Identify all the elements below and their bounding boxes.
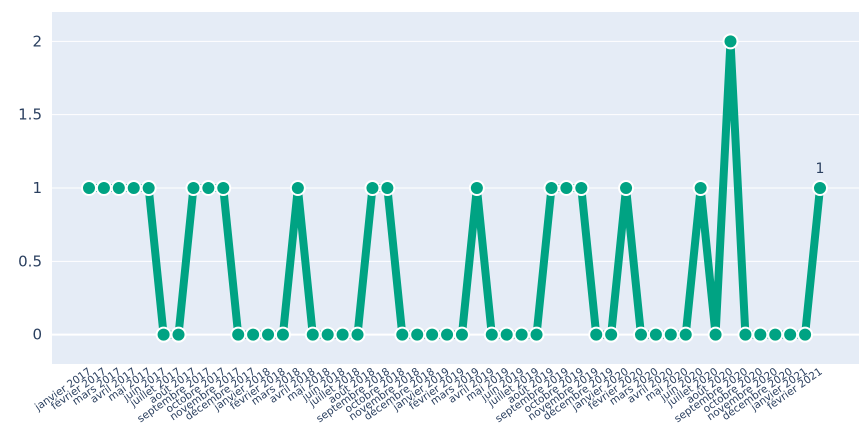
data-point [260,326,277,343]
data-point [364,180,381,196]
data-point [409,326,426,343]
data-point [767,326,784,343]
data-point [812,180,828,196]
data-point [483,326,500,343]
data-point [394,326,411,343]
data-point [677,326,694,343]
data-point [647,326,664,343]
data-point [379,180,396,196]
data-point [319,326,336,343]
data-point [797,326,814,343]
data-point [573,180,590,196]
y-tick-label: 0.5 [18,252,42,270]
data-point [618,180,635,196]
data-point [81,180,97,196]
y-tick-label: 0 [32,326,42,344]
data-point [528,326,545,343]
data-labels: 1 [816,161,825,177]
data-point [155,326,172,343]
data-point [662,326,679,343]
data-point [110,180,127,196]
data-point [588,326,605,343]
data-point [274,326,291,343]
data-point [215,180,232,196]
data-point [543,180,560,196]
y-tick-label: 1.5 [18,106,42,124]
data-point [782,326,799,343]
data-point [468,180,485,196]
data-point [424,326,441,343]
data-point [200,180,217,196]
y-tick-label: 1 [32,179,42,197]
y-axis-ticks: 0 0.5 1 1.5 2 [18,32,42,343]
data-point [752,326,769,343]
data-point [513,326,530,343]
data-point [558,180,575,196]
data-point [439,326,456,343]
data-point [289,180,306,196]
data-point [304,326,321,343]
data-point [737,326,754,343]
data-point [692,180,709,196]
data-label: 1 [816,161,825,177]
data-point [498,326,515,343]
data-point [453,326,470,343]
data-point [185,180,202,196]
data-point [632,326,649,343]
data-point [230,326,247,343]
data-point [722,33,739,50]
data-point [349,326,366,343]
data-point [707,326,724,343]
data-point [95,180,112,196]
data-point [245,326,262,343]
data-point [170,326,187,343]
data-point [140,180,157,196]
y-tick-label: 2 [32,32,42,50]
data-point [603,326,620,343]
data-point [334,326,351,343]
series-markers [81,33,828,343]
data-point [125,180,142,196]
